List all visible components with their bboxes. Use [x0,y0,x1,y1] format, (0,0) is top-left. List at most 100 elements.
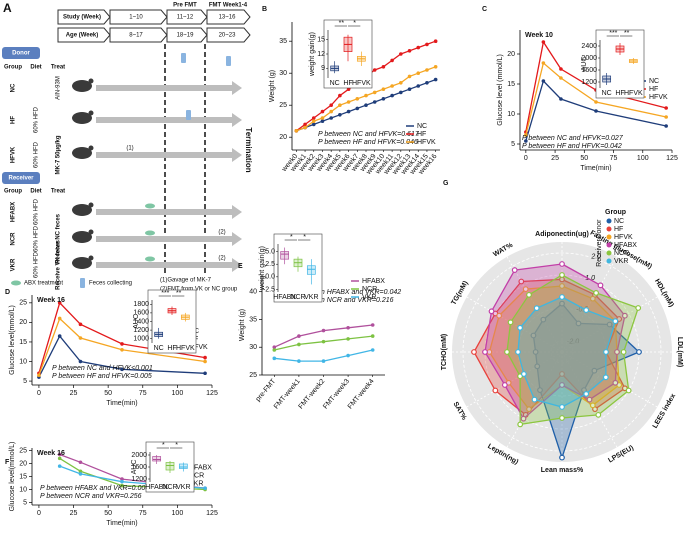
radar-point [621,312,628,319]
radar-point [603,349,609,355]
legend-label: (1)Gavage of MK-7 [160,278,212,284]
sig-label: * [353,20,356,27]
point [664,115,668,119]
annotation: P between HF and HFVK=0.042 [522,143,622,150]
legend-label: HF [417,131,426,138]
point [203,355,207,360]
point [120,342,124,346]
point [57,316,62,321]
x-axis-label: Time(min) [106,400,137,407]
treat: MK-7 50μg/kg [56,135,62,174]
y-tick-label: 2000 [581,55,597,62]
y-tick-label: 1600 [131,464,147,471]
x-tick-label: HFVK [624,90,643,97]
point [320,119,325,123]
legend-label: NCR [362,286,377,293]
x-tick-label: 0 [37,390,41,397]
group: VKR [11,258,17,271]
point [594,109,598,113]
radar-point [575,320,582,327]
point [78,336,83,340]
y-tick-label: 25 [19,300,27,307]
arrow [96,205,242,219]
radar-point [526,406,532,413]
radar-point [559,300,565,307]
radar-ring [462,252,662,452]
point [390,93,394,98]
radar-point [517,324,523,331]
point [321,359,326,363]
abx-icons [145,53,231,262]
point [120,367,124,372]
y-tick-label: 15 [507,81,515,88]
mouse [88,255,94,261]
radar-point [583,307,590,313]
radar-point [532,349,539,355]
mouse [72,231,92,243]
legend-group: Donor [596,219,603,239]
point [120,483,124,488]
axis-label: Lean mass% [541,467,584,474]
timeline-box [57,27,111,43]
y-tick-label: 25 [279,102,287,109]
timeline-box [57,9,111,25]
radar-point [515,349,521,355]
radar-point [534,363,541,370]
y-axis-label: Glucose level(mmol/L) [9,442,16,512]
termination: Termination [244,127,253,172]
legend-swatch [606,234,612,240]
radar-point [620,349,627,355]
x-tick-label: HF [167,345,176,352]
radar-point [522,286,529,293]
point [203,486,207,490]
mouse [88,78,94,84]
point [425,68,429,72]
receiver-tag [2,172,40,184]
y-tick-label: 10 [19,358,27,365]
legend-label: HFVK [649,94,668,101]
point [329,109,333,114]
point [664,106,668,110]
radar-point [511,267,518,273]
legend-label: HFABX [189,464,212,471]
point [433,77,438,82]
point [390,84,394,88]
legend-label: HF [614,226,623,233]
radar-point [482,349,488,355]
point [321,339,326,344]
radar-point [559,261,565,267]
point [559,67,563,71]
point [311,119,316,123]
header: Group [4,189,22,195]
x-tick-label: HF [615,90,624,97]
y-tick-label: 1400 [133,318,149,325]
donor-tag [2,47,40,59]
point [381,65,386,69]
box-body [280,251,290,260]
legend-label: NCR [189,472,204,479]
legend-swatch [606,218,612,224]
ring-label: 1.0 [585,275,595,282]
panel-label: B [262,6,267,13]
point [433,65,438,69]
radar-point [530,332,537,339]
inset-ylabel: AUC [133,314,140,329]
radar-point [471,349,477,355]
x-tick-label: HFVK [176,345,195,352]
legend-icon [80,278,85,288]
annotation: P between NCR and VKR=0.256 [40,493,142,500]
point [57,452,62,457]
mouse [72,80,92,92]
sig-label: ** [176,290,182,297]
y-tick-label: 1200 [581,79,597,86]
point [78,460,83,465]
y-tick-label: 2000 [131,452,147,459]
x-tick-label: pre-FMT [255,377,278,403]
y-tick-label: 35 [279,38,287,45]
donor-rows: NC AIN-93M HF 60% HFD HFVK 60% HFD MK-7 … [11,76,134,174]
radar-point [540,316,547,323]
radar-point [612,318,619,325]
radar-point [597,282,604,289]
point [346,353,350,358]
point [294,129,299,133]
